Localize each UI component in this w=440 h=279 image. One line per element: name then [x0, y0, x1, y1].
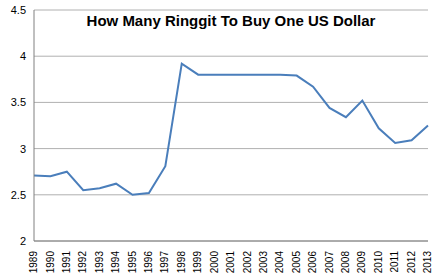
svg-text:2008: 2008	[340, 251, 351, 274]
svg-text:2005: 2005	[291, 251, 302, 274]
svg-text:2010: 2010	[373, 251, 384, 274]
svg-text:4: 4	[20, 50, 26, 62]
svg-text:1991: 1991	[61, 251, 72, 274]
svg-text:1993: 1993	[94, 251, 105, 274]
svg-text:3.5: 3.5	[11, 96, 26, 108]
svg-text:2006: 2006	[307, 251, 318, 274]
html-text:How Many Ringgit To Buy One US: How Many Ringgit To Buy One US Dollar	[86, 12, 376, 29]
svg-text:2: 2	[20, 235, 26, 247]
svg-text:1995: 1995	[127, 251, 138, 274]
svg-text:4.5: 4.5	[11, 4, 26, 16]
svg-text:2003: 2003	[258, 251, 269, 274]
svg-text:2013: 2013	[422, 251, 432, 274]
svg-text:2002: 2002	[242, 251, 253, 274]
svg-text:2000: 2000	[209, 251, 220, 274]
svg-text:1994: 1994	[110, 251, 121, 274]
svg-text:1990: 1990	[45, 251, 56, 274]
svg-text:1996: 1996	[143, 251, 154, 274]
svg-text:2012: 2012	[406, 251, 417, 274]
svg-text:1999: 1999	[192, 251, 203, 274]
svg-text:3: 3	[20, 143, 26, 155]
svg-text:2001: 2001	[225, 251, 236, 274]
svg-text:2011: 2011	[389, 251, 400, 273]
svg-text:1989: 1989	[28, 251, 39, 274]
svg-text:2007: 2007	[324, 251, 335, 274]
svg-text:2004: 2004	[274, 251, 285, 274]
svg-text:1997: 1997	[159, 251, 170, 274]
svg-text:1992: 1992	[77, 251, 88, 274]
svg-text:1998: 1998	[176, 251, 187, 274]
svg-text:2009: 2009	[356, 251, 367, 274]
svg-text:2.5: 2.5	[11, 189, 26, 201]
